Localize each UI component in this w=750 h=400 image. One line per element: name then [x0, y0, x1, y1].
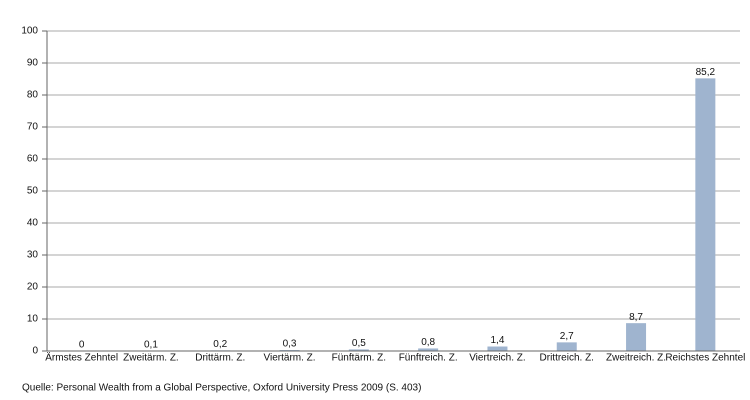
- bar: [348, 349, 369, 351]
- value-label: 0,1: [144, 339, 158, 350]
- x-tick-label: Fünftreich. Z.: [399, 353, 458, 364]
- y-tick-label: 100: [21, 26, 38, 37]
- value-label: 2,7: [560, 331, 574, 342]
- y-tick-label: 70: [27, 122, 39, 133]
- y-tick-label: 30: [27, 250, 39, 261]
- y-tick-label: 10: [27, 314, 39, 325]
- x-tick-label: Zweitreich. Z.: [606, 353, 666, 364]
- value-label: 1,4: [490, 335, 504, 346]
- y-tick-label: 20: [27, 282, 39, 293]
- value-label: 0,3: [283, 339, 297, 350]
- value-label: 0: [79, 340, 85, 351]
- y-tick-label: 0: [32, 346, 38, 357]
- value-label: 0,8: [421, 337, 435, 348]
- x-tick-label: Drittärm. Z.: [195, 353, 245, 364]
- y-tick-label: 80: [27, 90, 39, 101]
- value-label: 0,5: [352, 338, 366, 349]
- bar: [487, 346, 508, 351]
- bar: [695, 78, 716, 352]
- y-tick-label: 50: [27, 186, 39, 197]
- value-label: 8,7: [629, 312, 643, 323]
- source-note: Quelle: Personal Wealth from a Global Pe…: [22, 383, 421, 394]
- value-label: 85,2: [696, 67, 716, 78]
- x-tick-label: Viertärm. Z.: [264, 353, 316, 364]
- bar: [556, 342, 577, 351]
- x-tick-label: Viertreich. Z.: [469, 353, 526, 364]
- x-tick-label: Reichstes Zehntel: [665, 353, 745, 364]
- x-tick-label: Zweitärm. Z.: [123, 353, 179, 364]
- x-tick-label: Ärmstes Zehntel: [45, 352, 118, 364]
- bar: [626, 323, 647, 351]
- y-tick-label: 60: [27, 154, 39, 165]
- x-tick-label: Drittreich. Z.: [540, 353, 594, 364]
- x-tick-label: Fünftärm. Z.: [332, 353, 386, 364]
- value-label: 0,2: [213, 339, 227, 350]
- y-tick-label: 90: [27, 58, 39, 69]
- y-tick-label: 40: [27, 218, 39, 229]
- bar: [418, 348, 439, 351]
